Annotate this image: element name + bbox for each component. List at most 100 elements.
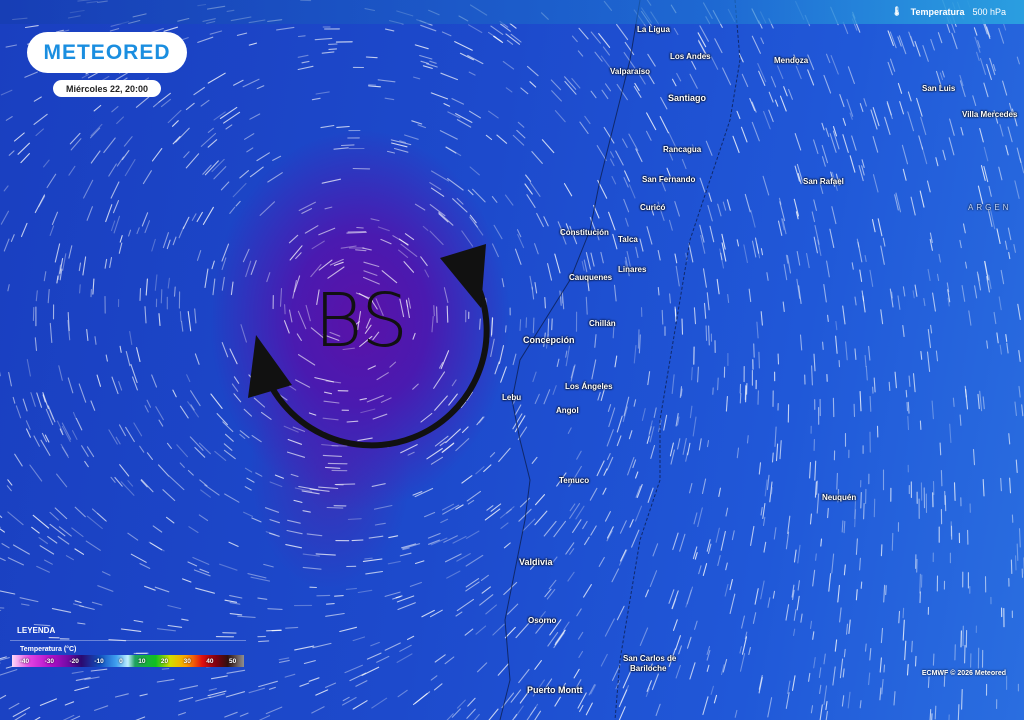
city-label: San Rafael xyxy=(803,177,844,186)
wind-streak xyxy=(531,456,538,464)
wind-streak xyxy=(187,561,198,567)
wind-streak xyxy=(668,589,675,604)
wind-streak xyxy=(67,377,74,394)
wind-streak xyxy=(669,442,674,457)
wind-streak xyxy=(318,259,333,271)
wind-streak xyxy=(914,655,917,667)
wind-streak xyxy=(923,298,926,307)
wind-streak xyxy=(202,206,214,225)
wind-streak xyxy=(103,137,116,154)
wind-streak xyxy=(777,220,783,236)
wind-streak xyxy=(743,244,748,264)
wind-streak xyxy=(809,513,812,525)
wind-streak xyxy=(20,603,30,606)
wind-streak xyxy=(333,147,349,150)
wind-streak xyxy=(39,545,55,555)
wind-streak xyxy=(766,272,769,281)
wind-streak xyxy=(600,653,608,667)
wind-streak xyxy=(110,220,116,232)
city-label: Mendoza xyxy=(774,56,809,65)
wind-streak xyxy=(340,144,355,147)
wind-streak xyxy=(902,168,907,181)
wind-streak xyxy=(414,691,431,704)
wind-streak xyxy=(619,520,627,534)
wind-streak xyxy=(191,213,197,221)
wind-streak xyxy=(438,211,454,226)
wind-streak xyxy=(387,560,401,565)
wind-streak xyxy=(641,408,646,421)
wind-streak xyxy=(857,241,863,263)
wind-streak xyxy=(612,233,618,250)
wind-streak xyxy=(689,662,696,680)
wind-streak xyxy=(423,511,436,518)
wind-streak xyxy=(492,623,505,636)
wind-streak xyxy=(977,40,981,48)
wind-streak xyxy=(962,223,966,234)
wind-streak xyxy=(716,278,720,295)
wind-streak xyxy=(283,320,290,334)
wind-streak xyxy=(207,72,226,84)
wind-streak xyxy=(633,85,642,98)
wind-streak xyxy=(127,480,134,487)
wind-streak xyxy=(986,340,989,349)
forecast-date[interactable]: Miércoles 22, 20:00 xyxy=(53,80,161,97)
wind-streak xyxy=(196,250,202,261)
wind-streak xyxy=(977,185,984,205)
wind-streak xyxy=(1009,477,1012,494)
legend-divider xyxy=(10,640,246,641)
wind-streak xyxy=(570,365,575,379)
wind-streak xyxy=(114,693,129,698)
wind-streak xyxy=(516,129,526,139)
wind-streak xyxy=(310,264,322,278)
wind-streak xyxy=(59,428,64,436)
wind-streak xyxy=(628,430,633,440)
wind-streak xyxy=(744,631,748,640)
scale-tick: 20 xyxy=(160,657,169,665)
wind-streak xyxy=(407,297,412,309)
wind-streak xyxy=(725,507,729,517)
wind-streak xyxy=(414,560,425,565)
wind-streak xyxy=(589,487,598,501)
wind-streak xyxy=(668,152,674,161)
wind-streak xyxy=(983,165,989,183)
wind-streak xyxy=(525,174,532,182)
wind-streak xyxy=(84,676,100,681)
wind-streak xyxy=(708,192,712,202)
wind-streak xyxy=(678,645,682,655)
wind-streak xyxy=(325,603,335,605)
wind-streak xyxy=(12,544,30,555)
wind-streak xyxy=(112,200,120,214)
wind-streak xyxy=(247,573,267,579)
wind-streak xyxy=(156,678,175,683)
wind-streak xyxy=(907,91,912,102)
wind-streak xyxy=(456,119,472,128)
wind-streak xyxy=(693,512,698,525)
wind-streak xyxy=(193,569,211,577)
variable-selector[interactable]: 🌡 Temperatura 500 hPa xyxy=(891,6,1006,17)
wind-streak xyxy=(249,113,261,120)
wind-streak xyxy=(645,687,650,697)
wind-streak xyxy=(785,692,790,709)
wind-streak xyxy=(691,366,693,381)
wind-streak xyxy=(118,381,123,391)
wind-streak xyxy=(838,178,842,186)
wind-streak xyxy=(752,612,757,624)
wind-streak xyxy=(363,270,378,276)
wind-streak xyxy=(111,106,119,113)
wind-streak xyxy=(604,618,615,637)
wind-streak xyxy=(429,60,437,64)
wind-streak xyxy=(258,640,270,643)
wind-streak xyxy=(225,691,246,698)
pressure-level[interactable]: 500 hPa xyxy=(972,6,1006,17)
meteored-logo[interactable]: METEORED xyxy=(27,32,187,73)
wind-streak xyxy=(559,290,562,306)
wind-streak xyxy=(569,503,581,519)
wind-streak xyxy=(132,376,138,391)
wind-streak xyxy=(67,312,70,332)
wind-streak xyxy=(329,331,341,337)
wind-streak xyxy=(6,485,12,492)
wind-streak xyxy=(200,132,217,147)
wind-streak xyxy=(424,269,430,278)
wind-streak xyxy=(31,526,40,534)
